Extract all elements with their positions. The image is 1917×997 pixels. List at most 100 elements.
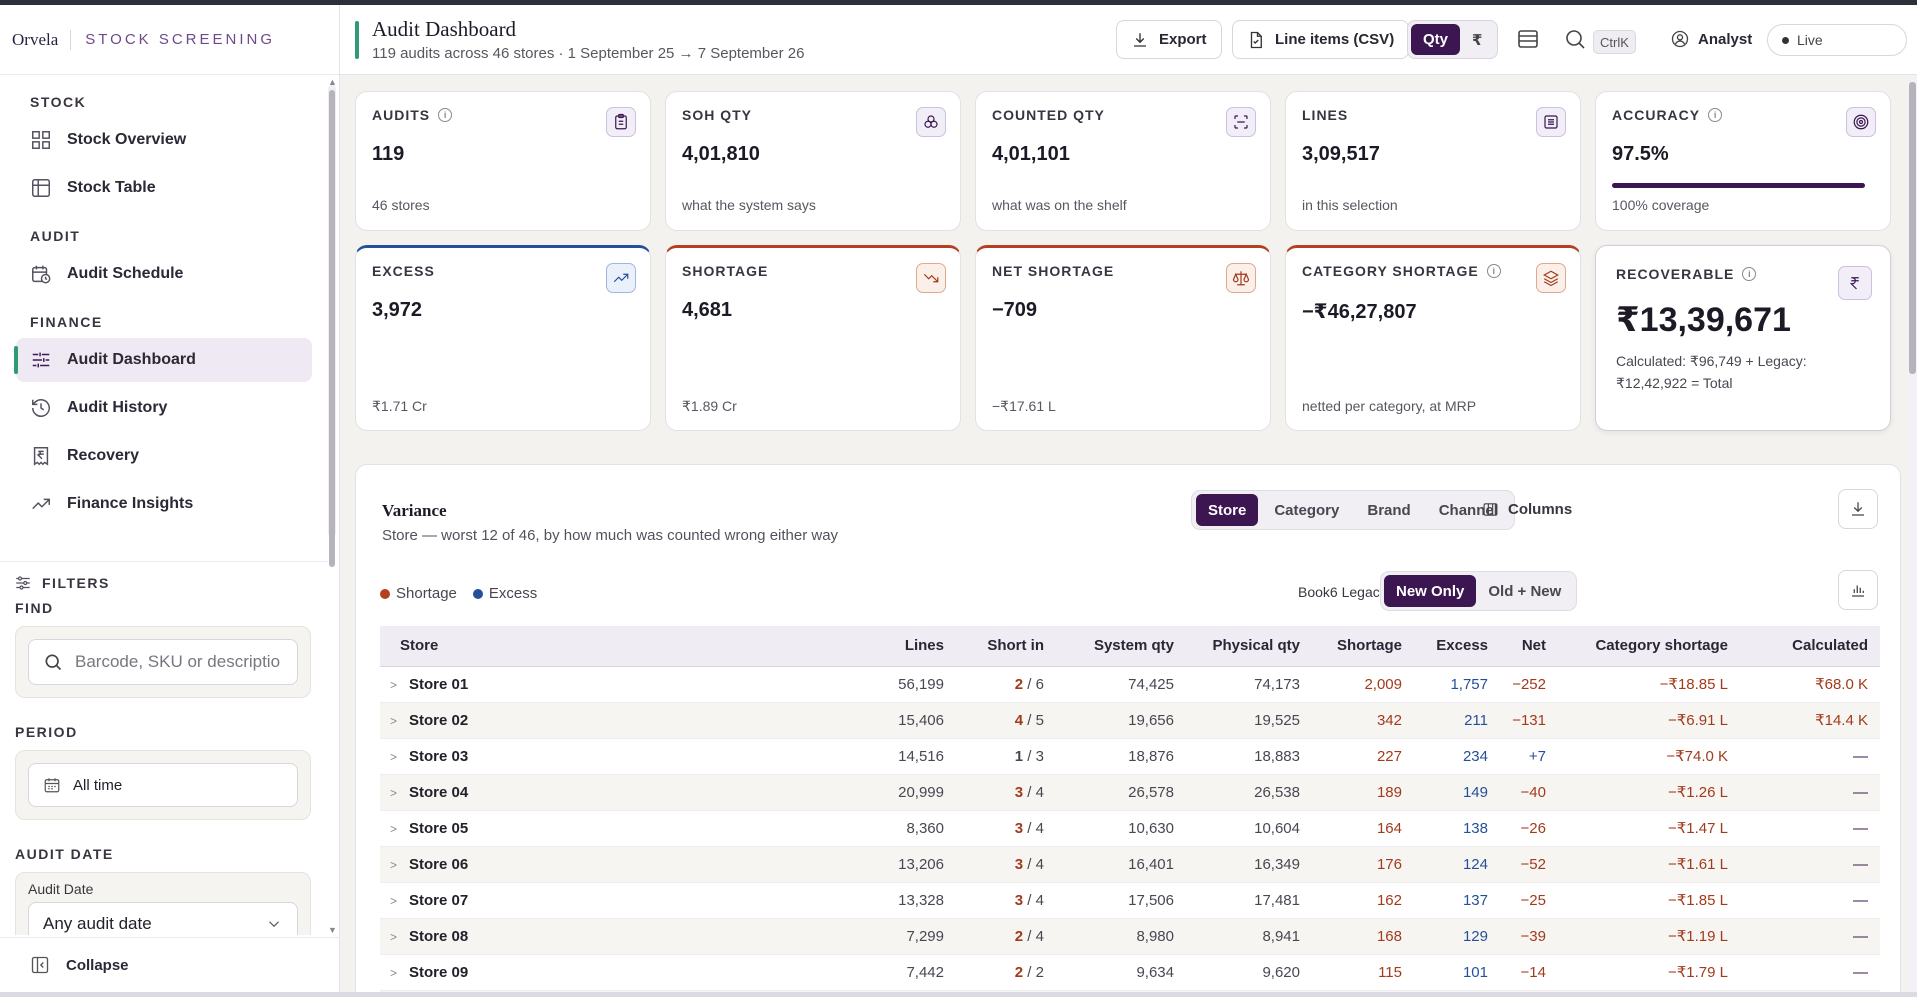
scroll-down-icon[interactable]: ▼ [328, 925, 337, 935]
table-row[interactable]: > Store 04 20,999 3 / 4 26,578 26,538 189 149 −4… [380, 774, 1880, 811]
col-shortage[interactable]: Shortage [1312, 626, 1414, 667]
short-in-total: / 4 [1023, 927, 1044, 945]
col-category-shortage[interactable]: Category shortage [1558, 626, 1740, 667]
scroll-up-icon[interactable]: ▲ [328, 77, 337, 87]
table-row[interactable]: > Store 09 7,442 2 / 2 9,634 9,620 115 101 −14 −₹… [380, 954, 1880, 991]
kpi-hint: what the system says [682, 197, 816, 213]
cell-store[interactable]: > Store 05 [380, 810, 860, 847]
table-row[interactable]: > Store 05 8,360 3 / 4 10,630 10,604 164 138 −26… [380, 810, 1880, 847]
kpi-label: SHORTAGE [682, 263, 769, 279]
book-old-new-button[interactable]: Old + New [1488, 582, 1562, 600]
store-name: Store 05 [409, 819, 469, 837]
kpi-hint: ₹1.71 Cr [372, 398, 427, 414]
audit-date-label: AUDIT DATE [15, 846, 114, 862]
chevron-right-icon[interactable]: > [390, 929, 398, 944]
receipt-rupee-icon [33, 447, 49, 466]
table-row[interactable]: > Store 02 15,406 4 / 5 19,656 19,525 342 211 −1… [380, 702, 1880, 739]
info-icon[interactable]: i [1486, 264, 1501, 278]
book-new-only-button[interactable]: New Only [1384, 575, 1477, 607]
table-row[interactable]: >Store 10 [380, 990, 1880, 992]
chevron-right-icon[interactable]: > [390, 857, 398, 872]
cell-net: −25 [1500, 882, 1558, 919]
main-scroll-thumb[interactable] [1909, 82, 1916, 374]
sidebar-item-recovery[interactable]: Recovery [16, 434, 312, 478]
sidebar-item-finance-insights[interactable]: Finance Insights [16, 482, 312, 526]
cell-store[interactable]: > Store 09 [380, 954, 860, 991]
cell-short-in: 2 / 2 [956, 954, 1056, 991]
col-excess[interactable]: Excess [1414, 626, 1500, 667]
sidebar-item-audit-dashboard[interactable]: Audit Dashboard [14, 338, 312, 382]
sidebar-item-stock-overview[interactable]: Stock Overview [16, 118, 312, 162]
cell-store[interactable]: > Store 03 [380, 738, 860, 775]
chevron-right-icon[interactable]: > [390, 785, 398, 800]
table-view-icon[interactable] [1516, 27, 1540, 51]
main-scrollbar[interactable] [1908, 76, 1917, 992]
brand-logo[interactable]: Orvela [12, 29, 72, 50]
info-icon[interactable]: i [1742, 267, 1757, 281]
columns-button[interactable]: Columns [1482, 501, 1572, 518]
page-subtitle: 119 audits across 46 stores · 1 Septembe… [372, 45, 805, 62]
col-lines[interactable]: Lines [860, 626, 956, 667]
live-status[interactable]: Live [1767, 24, 1907, 56]
period-label: PERIOD [15, 724, 78, 740]
sidebar-item-stock-table[interactable]: Stock Table [16, 166, 312, 210]
cell-store[interactable]: > Store 02 [380, 702, 860, 739]
line-items-csv-button[interactable]: Line items (CSV) [1232, 20, 1410, 59]
chevron-right-icon[interactable]: > [390, 965, 398, 980]
export-button[interactable]: Export [1116, 20, 1222, 59]
chevron-right-icon[interactable]: > [390, 677, 398, 692]
col-net[interactable]: Net [1500, 626, 1558, 667]
info-icon[interactable]: i [438, 108, 453, 122]
chevron-right-icon[interactable]: > [390, 749, 398, 764]
cell-store[interactable]: > Store 04 [380, 774, 860, 811]
cell-store[interactable]: >Store 10 [380, 990, 860, 992]
info-icon[interactable]: i [1708, 108, 1723, 122]
cell-lines: 14,516 [860, 738, 956, 775]
bar-chart-icon [1852, 585, 1864, 597]
col-store[interactable]: Store [380, 626, 860, 667]
col-physical-qty[interactable]: Physical qty [1186, 626, 1312, 667]
col-calculated[interactable]: Calculated [1740, 626, 1880, 667]
table-row[interactable]: > Store 07 13,328 3 / 4 17,506 17,481 162 137 −2… [380, 882, 1880, 919]
unit-rupee-button[interactable]: ₹ [1472, 31, 1483, 49]
store-name: Store 02 [409, 711, 469, 729]
kpi-label: RECOVERABLE [1616, 266, 1735, 282]
user-menu[interactable]: Analyst [1670, 29, 1752, 49]
cell-store[interactable]: > Store 07 [380, 882, 860, 919]
download-button[interactable] [1838, 489, 1878, 529]
tab-store[interactable]: Store [1196, 494, 1259, 526]
store-name: Store 09 [409, 963, 469, 981]
search-input[interactable]: Barcode, SKU or descriptio [28, 639, 298, 685]
cell-lines: 7,442 [860, 954, 956, 991]
cell-physical-qty: 17,481 [1186, 882, 1312, 919]
cell-store[interactable]: > Store 01 [380, 666, 860, 703]
table-row[interactable]: > Store 03 14,516 1 / 3 18,876 18,883 227 234 +7… [380, 738, 1880, 775]
cell-short-in: 3 / 4 [956, 810, 1056, 847]
sidebar-item-audit-history[interactable]: Audit History [16, 386, 312, 430]
chevron-right-icon[interactable]: > [390, 713, 398, 728]
sidebar-item-audit-schedule[interactable]: Audit Schedule [16, 252, 312, 296]
cell-physical-qty [1186, 990, 1312, 992]
sidebar-scroll-thumb[interactable] [329, 90, 335, 567]
table-row[interactable]: > Store 01 56,199 2 / 6 74,425 74,173 2,009 1,7… [380, 666, 1880, 703]
kpi-label: LINES [1302, 107, 1349, 123]
find-box: Barcode, SKU or descriptio [15, 626, 311, 698]
col-short-in[interactable]: Short in [956, 626, 1056, 667]
chart-view-button[interactable] [1838, 570, 1878, 610]
collapse-button[interactable]: Collapse [0, 937, 340, 992]
kpi-value: 119 [372, 143, 405, 165]
tab-channel[interactable]: Channel [1438, 501, 1498, 519]
chevron-right-icon[interactable]: > [390, 821, 398, 836]
unit-qty-button[interactable]: Qty [1411, 24, 1461, 55]
table-row[interactable]: > Store 08 7,299 2 / 4 8,980 8,941 168 129 −39 −₹… [380, 918, 1880, 955]
audit-date-select[interactable]: Any audit date [28, 902, 298, 935]
table-row[interactable]: > Store 06 13,206 3 / 4 16,401 16,349 176 124 −5… [380, 846, 1880, 883]
tab-brand[interactable]: Brand [1367, 501, 1411, 519]
search-icon[interactable] [1563, 27, 1587, 51]
cell-store[interactable]: > Store 06 [380, 846, 860, 883]
col-system-qty[interactable]: System qty [1056, 626, 1186, 667]
tab-category[interactable]: Category [1274, 501, 1340, 519]
period-select[interactable]: All time [28, 763, 298, 807]
cell-store[interactable]: > Store 08 [380, 918, 860, 955]
chevron-right-icon[interactable]: > [390, 893, 398, 908]
